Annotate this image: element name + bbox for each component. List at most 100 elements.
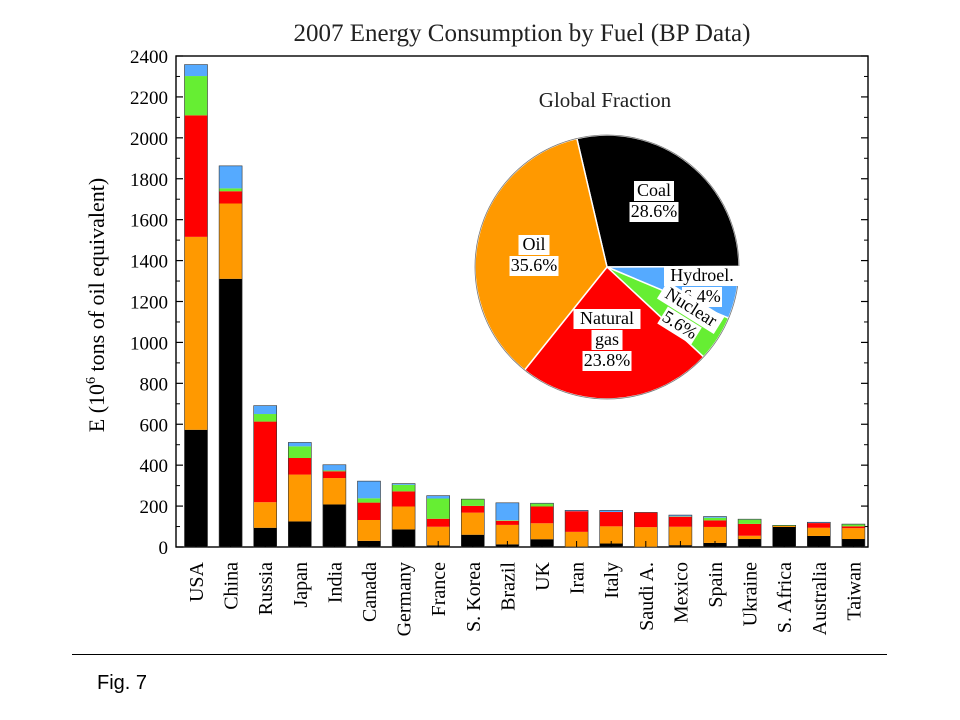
bar-segment-hydro xyxy=(288,442,312,447)
y-tick-label: 600 xyxy=(140,415,169,436)
x-tick-label: Iran xyxy=(567,562,589,594)
bar-segment-coal xyxy=(184,429,208,547)
pie-label-text: 23.8% xyxy=(584,350,631,370)
bar-segment-hydro xyxy=(565,510,589,512)
pie-label-bg xyxy=(657,306,702,345)
x-tick-label: S. Korea xyxy=(463,562,485,632)
pie-label-bg xyxy=(591,330,623,350)
bar-segment-gas xyxy=(253,421,277,503)
x-tick-label: USA xyxy=(186,561,208,602)
y-tick-label: 1800 xyxy=(130,170,168,191)
bar-segment-gas xyxy=(634,512,658,528)
chart-title: 2007 Energy Consumption by Fuel (BP Data… xyxy=(294,20,751,47)
bar-segment-nuclear xyxy=(288,446,312,459)
y-tick-label: 2400 xyxy=(130,47,168,68)
bar-segment-oil xyxy=(668,526,692,546)
bar-segment-oil xyxy=(288,474,312,522)
bar-segment-nuclear xyxy=(184,76,208,116)
bar-segment-oil xyxy=(184,236,208,430)
bar-stack xyxy=(426,495,451,548)
bar-segment-hydro xyxy=(357,481,381,499)
bar-segment-oil xyxy=(599,526,623,544)
bar-segment-oil xyxy=(253,502,277,528)
pie-label-bg xyxy=(582,351,632,371)
bar-stack xyxy=(495,502,520,548)
bar-segment-oil xyxy=(392,506,416,530)
pie-label-text: Oil xyxy=(522,234,545,254)
x-tick-label: Mexico xyxy=(670,562,692,623)
bar-segment-gas xyxy=(495,520,519,525)
bar-segment-hydro xyxy=(668,515,692,517)
bar-segment-hydro xyxy=(392,483,416,485)
bar-segment-oil xyxy=(772,525,796,527)
bar-segment-nuclear xyxy=(841,524,865,527)
x-tick-label: China xyxy=(221,562,243,610)
pie-label-hydro: Hydroel.6.4% xyxy=(664,265,740,307)
bar-segment-gas xyxy=(392,491,416,507)
bar-segment-nuclear xyxy=(322,470,346,472)
bar-segment-nuclear xyxy=(357,498,381,503)
bar-segment-gas xyxy=(426,518,450,527)
bar-segment-gas xyxy=(322,471,346,479)
bar-stack xyxy=(218,165,243,548)
bar-segment-gas xyxy=(841,526,865,529)
pie-label-bg xyxy=(509,256,559,276)
bar-segment-oil xyxy=(703,526,727,543)
bar-segment-hydro xyxy=(322,464,346,471)
y-tick-label: 1400 xyxy=(130,252,168,273)
pie-label-text: gas xyxy=(595,329,619,349)
x-tick-label: Canada xyxy=(359,562,381,622)
bar-stack xyxy=(599,510,624,548)
y-axis-ticks: 0 200 400 600 800 1000 1200 1400 1600 1800 2000 220… xyxy=(130,47,868,559)
x-tick-label: India xyxy=(324,562,346,603)
bar-segment-nuclear xyxy=(219,188,243,192)
bar-stack xyxy=(357,480,381,548)
bar-segment-gas xyxy=(461,505,485,513)
bar-segment-oil xyxy=(565,531,589,547)
bar-segment-coal xyxy=(461,534,485,547)
bar-segment-hydro xyxy=(426,495,450,499)
bar-segment-oil xyxy=(841,528,865,540)
bar-segment-gas xyxy=(357,502,381,520)
bar-segment-oil xyxy=(634,527,658,547)
bar-segment-oil xyxy=(322,478,346,505)
figure-caption: Fig. 7 xyxy=(97,672,148,694)
bar-segment-gas xyxy=(288,458,312,475)
x-tick-label: Spain xyxy=(705,562,727,608)
y-tick-label: 1200 xyxy=(130,293,168,314)
pie-chart: Coal28.6%Hydroel.6.4%Nuclear5.6%Naturalg… xyxy=(474,134,740,400)
bar-segment-coal xyxy=(392,529,416,547)
bar-stack xyxy=(564,510,589,548)
bar-stack xyxy=(253,405,277,548)
bar-segment-nuclear xyxy=(530,503,554,507)
bar-segment-oil xyxy=(738,535,762,540)
x-tick-label: S. Africa xyxy=(774,562,796,633)
bar-segment-gas xyxy=(703,520,727,527)
pie-label-bg xyxy=(634,181,674,201)
caption-rule xyxy=(72,654,887,655)
bar-segment-oil xyxy=(219,203,243,279)
bar-segment-hydro xyxy=(253,405,277,415)
bar-segment-gas xyxy=(738,523,762,536)
pie-label-text: Hydroel. xyxy=(670,265,733,285)
bar-segment-nuclear xyxy=(703,517,727,521)
bar-segment-nuclear xyxy=(253,414,277,422)
bar-segment-hydro xyxy=(219,165,243,189)
x-tick-label: Ukraine xyxy=(740,562,762,627)
bar-segment-nuclear xyxy=(772,525,796,526)
bar-segment-oil xyxy=(426,526,450,546)
bar-stack xyxy=(530,502,554,548)
bar-segment-gas xyxy=(184,115,208,237)
bar-stack xyxy=(460,498,485,548)
x-tick-label: Saudi A. xyxy=(636,562,658,631)
x-tick-label: Australia xyxy=(809,562,831,635)
bar-segment-gas xyxy=(807,523,831,528)
bar-segment-nuclear xyxy=(738,519,762,524)
pie-label-bg xyxy=(656,281,725,334)
bar-segment-coal xyxy=(253,527,277,547)
y-tick-label: 1600 xyxy=(130,211,168,232)
y-tick-label: 1000 xyxy=(130,333,168,354)
bar-segment-gas xyxy=(565,511,589,532)
